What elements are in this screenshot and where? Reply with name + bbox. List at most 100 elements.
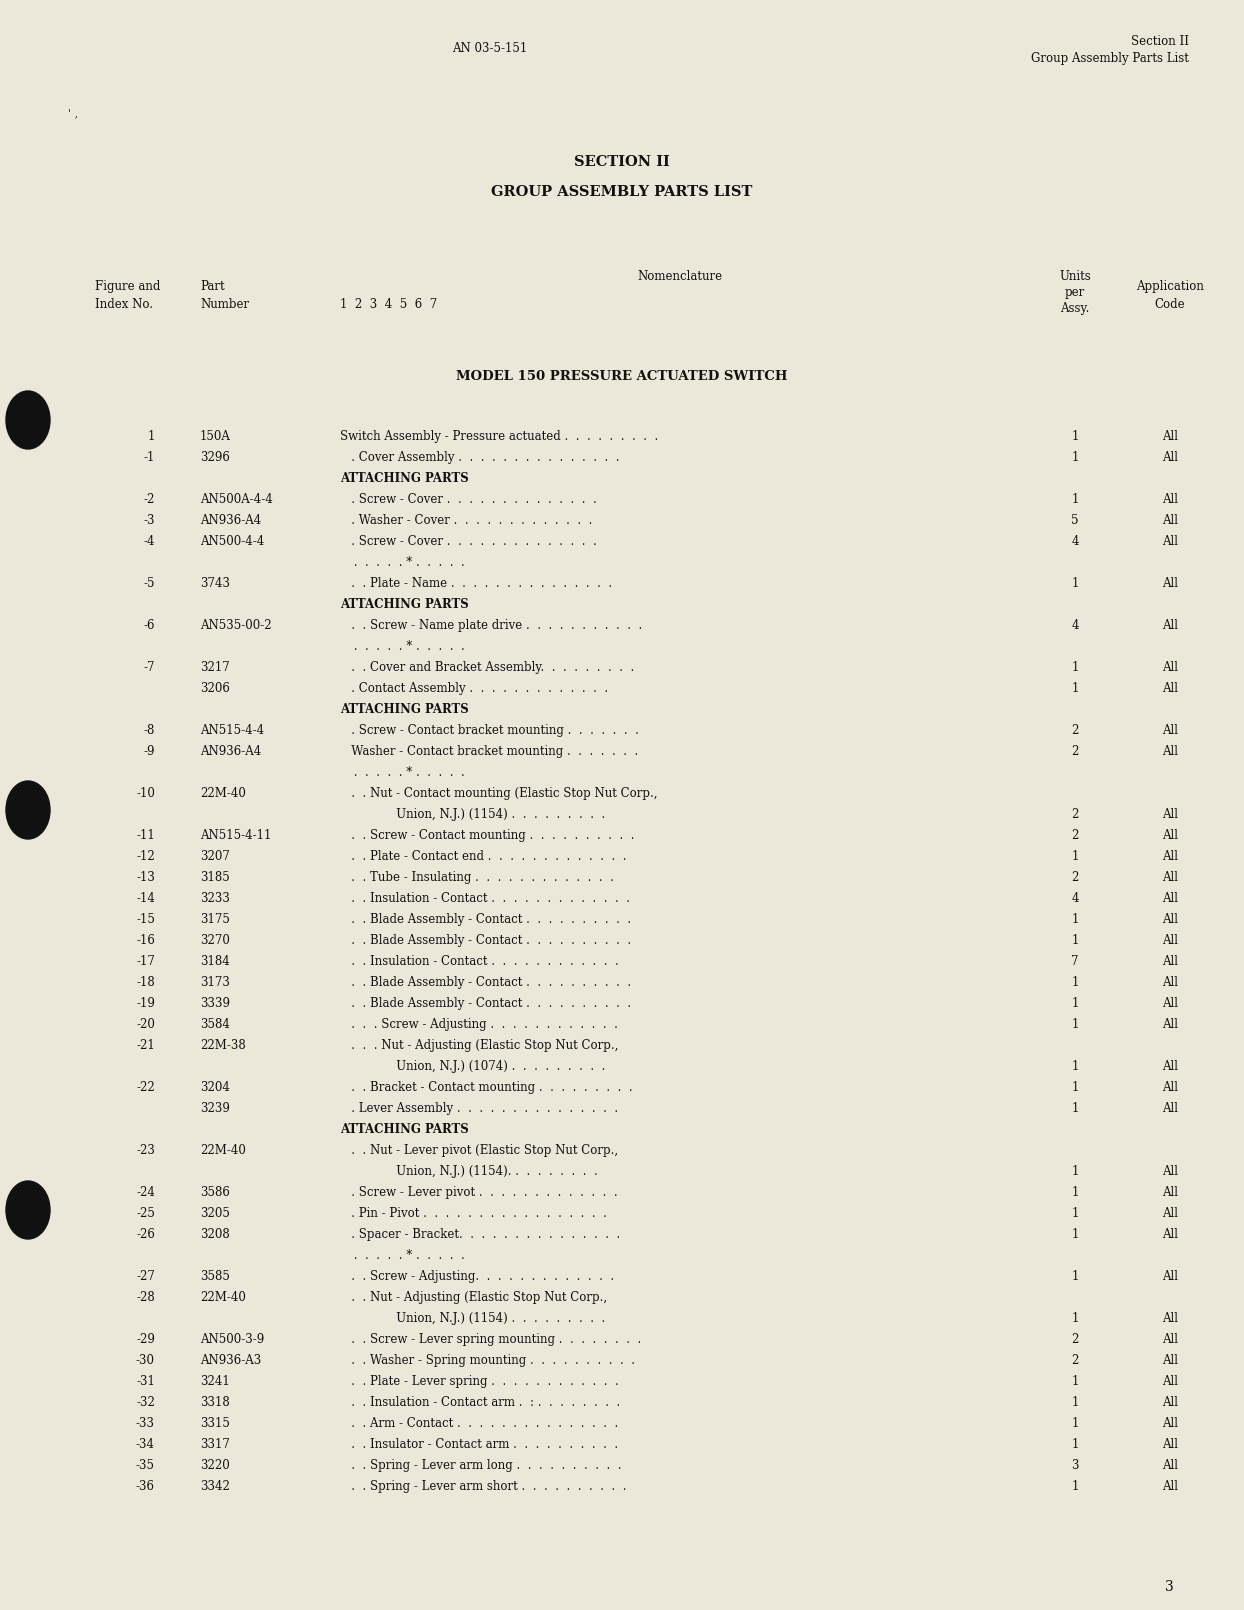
Text: .  . Plate - Lever spring .  .  .  .  .  .  .  .  .  .  .  .: . . Plate - Lever spring . . . . . . . .… — [340, 1375, 618, 1388]
Text: All: All — [1162, 493, 1178, 506]
Text: 3: 3 — [1071, 1459, 1079, 1472]
Text: All: All — [1162, 1312, 1178, 1325]
Text: 22M-40: 22M-40 — [200, 787, 246, 800]
Text: 1: 1 — [1071, 1480, 1079, 1492]
Text: -34: -34 — [136, 1438, 156, 1451]
Text: 2: 2 — [1071, 808, 1079, 821]
Text: AN936-A4: AN936-A4 — [200, 745, 261, 758]
Text: 3208: 3208 — [200, 1228, 230, 1241]
Text: .  . Nut - Contact mounting (Elastic Stop Nut Corp.,: . . Nut - Contact mounting (Elastic Stop… — [340, 787, 658, 800]
Text: 3342: 3342 — [200, 1480, 230, 1492]
Text: 2: 2 — [1071, 745, 1079, 758]
Text: 3206: 3206 — [200, 683, 230, 696]
Text: 3585: 3585 — [200, 1270, 230, 1283]
Text: 1: 1 — [1071, 850, 1079, 863]
Text: 22M-40: 22M-40 — [200, 1145, 246, 1158]
Text: -16: -16 — [136, 934, 156, 947]
Text: 2: 2 — [1071, 724, 1079, 737]
Text: 3175: 3175 — [200, 913, 230, 926]
Text: 3586: 3586 — [200, 1187, 230, 1199]
Text: .  . Spring - Lever arm short .  .  .  .  .  .  .  .  .  .: . . Spring - Lever arm short . . . . . .… — [340, 1480, 627, 1492]
Text: ATTACHING PARTS: ATTACHING PARTS — [340, 1124, 469, 1137]
Text: .  . Plate - Name .  .  .  .  .  .  .  .  .  .  .  .  .  .  .: . . Plate - Name . . . . . . . . . . . .… — [340, 576, 612, 589]
Text: All: All — [1162, 892, 1178, 905]
Text: -13: -13 — [136, 871, 156, 884]
Text: All: All — [1162, 1480, 1178, 1492]
Text: All: All — [1162, 808, 1178, 821]
Text: .  . Insulator - Contact arm .  .  .  .  .  .  .  .  .  .: . . Insulator - Contact arm . . . . . . … — [340, 1438, 618, 1451]
Text: 1: 1 — [1071, 430, 1079, 443]
Text: All: All — [1162, 955, 1178, 968]
Text: 1: 1 — [1071, 1228, 1079, 1241]
Text: 4: 4 — [1071, 892, 1079, 905]
Text: 2: 2 — [1071, 1333, 1079, 1346]
Ellipse shape — [6, 391, 50, 449]
Text: Assy.: Assy. — [1060, 303, 1090, 316]
Text: .  .  . Screw - Adjusting .  .  .  .  .  .  .  .  .  .  .  .: . . . Screw - Adjusting . . . . . . . . … — [340, 1018, 618, 1030]
Text: 3315: 3315 — [200, 1417, 230, 1430]
Text: Section II: Section II — [1131, 35, 1189, 48]
Text: Switch Assembly - Pressure actuated .  .  .  .  .  .  .  .  .: Switch Assembly - Pressure actuated . . … — [340, 430, 658, 443]
Text: .  .  .  .  . * .  .  .  .  .: . . . . . * . . . . . — [350, 641, 465, 654]
Text: All: All — [1162, 1187, 1178, 1199]
Text: Application: Application — [1136, 280, 1204, 293]
Ellipse shape — [6, 781, 50, 839]
Text: -7: -7 — [143, 662, 156, 675]
Text: . Washer - Cover .  .  .  .  .  .  .  .  .  .  .  .  .: . Washer - Cover . . . . . . . . . . . .… — [340, 514, 592, 526]
Text: All: All — [1162, 1270, 1178, 1283]
Text: -23: -23 — [136, 1145, 156, 1158]
Text: 5: 5 — [1071, 514, 1079, 526]
Text: Group Assembly Parts List: Group Assembly Parts List — [1031, 52, 1189, 64]
Text: Union, N.J.) (1154) .  .  .  .  .  .  .  .  .: Union, N.J.) (1154) . . . . . . . . . — [340, 808, 606, 821]
Text: All: All — [1162, 745, 1178, 758]
Text: All: All — [1162, 662, 1178, 675]
Text: .  . Insulation - Contact .  .  .  .  .  .  .  .  .  .  .  .  .: . . Insulation - Contact . . . . . . . .… — [340, 892, 629, 905]
Text: -24: -24 — [136, 1187, 156, 1199]
Text: -14: -14 — [136, 892, 156, 905]
Text: . Screw - Lever pivot .  .  .  .  .  .  .  .  .  .  .  .  .: . Screw - Lever pivot . . . . . . . . . … — [340, 1187, 617, 1199]
Text: All: All — [1162, 1354, 1178, 1367]
Text: Union, N.J.) (1074) .  .  .  .  .  .  .  .  .: Union, N.J.) (1074) . . . . . . . . . — [340, 1059, 606, 1072]
Text: 3207: 3207 — [200, 850, 230, 863]
Text: .  .  .  .  . * .  .  .  .  .: . . . . . * . . . . . — [350, 555, 465, 568]
Text: All: All — [1162, 1101, 1178, 1116]
Text: AN500-3-9: AN500-3-9 — [200, 1333, 264, 1346]
Text: .  . Nut - Lever pivot (Elastic Stop Nut Corp.,: . . Nut - Lever pivot (Elastic Stop Nut … — [340, 1145, 618, 1158]
Text: .  . Screw - Lever spring mounting .  .  .  .  .  .  .  .: . . Screw - Lever spring mounting . . . … — [340, 1333, 641, 1346]
Text: -26: -26 — [136, 1228, 156, 1241]
Text: 3239: 3239 — [200, 1101, 230, 1116]
Text: AN936-A3: AN936-A3 — [200, 1354, 261, 1367]
Text: -29: -29 — [136, 1333, 156, 1346]
Text: -18: -18 — [137, 976, 156, 989]
Text: 3184: 3184 — [200, 955, 230, 968]
Text: 3317: 3317 — [200, 1438, 230, 1451]
Text: -15: -15 — [136, 913, 156, 926]
Text: . Pin - Pivot .  .  .  .  .  .  .  .  .  .  .  .  .  .  .  .  .: . Pin - Pivot . . . . . . . . . . . . . … — [340, 1208, 607, 1220]
Text: .  . Blade Assembly - Contact .  .  .  .  .  .  .  .  .  .: . . Blade Assembly - Contact . . . . . .… — [340, 976, 631, 989]
Text: -4: -4 — [143, 535, 156, 547]
Text: -20: -20 — [136, 1018, 156, 1030]
Text: All: All — [1162, 514, 1178, 526]
Text: 1: 1 — [1071, 1312, 1079, 1325]
Text: AN535-00-2: AN535-00-2 — [200, 618, 271, 633]
Text: 2: 2 — [1071, 871, 1079, 884]
Text: 1: 1 — [1071, 1059, 1079, 1072]
Text: -21: -21 — [137, 1038, 156, 1051]
Text: Washer - Contact bracket mounting .  .  .  .  .  .  .: Washer - Contact bracket mounting . . . … — [340, 745, 638, 758]
Text: .  . Screw - Name plate drive .  .  .  .  .  .  .  .  .  .  .: . . Screw - Name plate drive . . . . . .… — [340, 618, 642, 633]
Text: .  . Nut - Adjusting (Elastic Stop Nut Corp.,: . . Nut - Adjusting (Elastic Stop Nut Co… — [340, 1291, 607, 1304]
Text: -3: -3 — [143, 514, 156, 526]
Text: 3205: 3205 — [200, 1208, 230, 1220]
Text: 1: 1 — [1071, 1270, 1079, 1283]
Text: All: All — [1162, 1080, 1178, 1095]
Text: .  .  . Nut - Adjusting (Elastic Stop Nut Corp.,: . . . Nut - Adjusting (Elastic Stop Nut … — [340, 1038, 618, 1051]
Text: ATTACHING PARTS: ATTACHING PARTS — [340, 472, 469, 485]
Text: Part: Part — [200, 280, 225, 293]
Text: All: All — [1162, 1438, 1178, 1451]
Text: . Contact Assembly .  .  .  .  .  .  .  .  .  .  .  .  .: . Contact Assembly . . . . . . . . . . .… — [340, 683, 608, 696]
Text: 7: 7 — [1071, 955, 1079, 968]
Text: AN500A-4-4: AN500A-4-4 — [200, 493, 272, 506]
Text: -27: -27 — [136, 1270, 156, 1283]
Text: All: All — [1162, 1375, 1178, 1388]
Text: -11: -11 — [137, 829, 156, 842]
